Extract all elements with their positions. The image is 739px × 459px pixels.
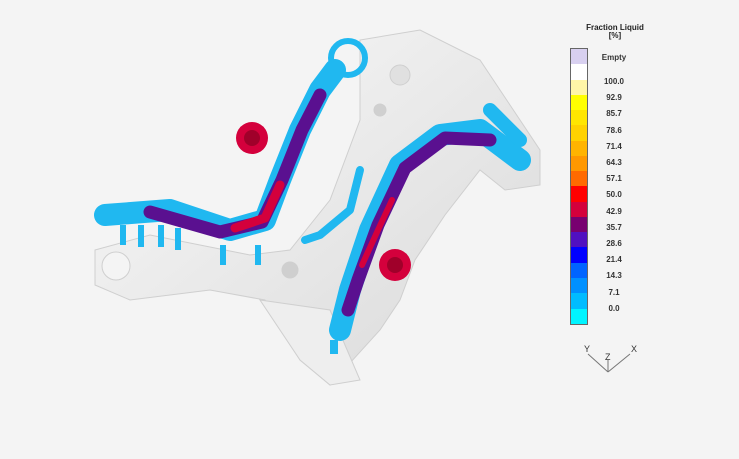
legend-label: 64.3: [606, 158, 622, 167]
top-ring: [328, 38, 368, 78]
axis-triad: Y Z X: [578, 340, 648, 380]
right-runner-hot: [359, 197, 395, 268]
casting-part: [94, 29, 541, 386]
legend-label: 35.7: [606, 222, 622, 232]
z-axis-label: Z: [605, 352, 611, 362]
legend-label: 85.7: [606, 109, 622, 119]
casting-model: [94, 29, 541, 386]
legend-band: [571, 232, 587, 248]
legend-label: 7.1: [608, 287, 620, 297]
legend-band: [571, 262, 587, 278]
legend-band: [571, 201, 587, 217]
legend-band: [571, 125, 587, 141]
legend-band: [571, 216, 587, 233]
legend-band: [571, 277, 587, 294]
legend-band: [571, 308, 587, 324]
legend-band: [571, 49, 587, 65]
legend-band: [571, 247, 587, 263]
legend-band: [571, 186, 587, 202]
legend-label: 92.9: [606, 93, 622, 103]
y-axis-line: [587, 353, 609, 373]
x-axis-line: [607, 353, 631, 373]
legend-band: [571, 94, 587, 111]
legend-band: [571, 155, 587, 172]
fraction-liquid-legend: Fraction Liquid [%] Empty 100.0 92.9 85.7 78.…: [560, 20, 660, 330]
legend-title: Fraction Liquid [%]: [586, 23, 644, 40]
left-runner-hot: [230, 180, 285, 233]
legend-band: [571, 171, 587, 187]
legend-band: [571, 293, 587, 309]
legend-band: [571, 64, 587, 80]
legend-label: 50.0: [606, 190, 622, 200]
legend-label: 28.6: [606, 239, 622, 248]
legend-label: 21.4: [606, 255, 622, 265]
legend-colorbar: [570, 48, 588, 325]
legend-band: [571, 140, 587, 156]
right-runner-mid: [341, 131, 497, 317]
legend-band: [571, 79, 587, 95]
legend-unit: [%]: [608, 31, 622, 40]
legend-band: [571, 110, 587, 126]
3d-model-viewport[interactable]: [0, 0, 560, 454]
legend-label: 57.1: [606, 174, 622, 184]
legend-label: 71.4: [606, 141, 622, 151]
legend-label: 100.0: [603, 77, 625, 86]
legend-label: 42.9: [606, 206, 622, 216]
legend-label: 14.3: [606, 271, 622, 281]
y-axis-label: Y: [584, 344, 590, 354]
x-axis-label: X: [631, 344, 637, 354]
legend-label: 0.0: [608, 303, 620, 313]
legend-label: 78.6: [606, 125, 622, 135]
legend-label: Empty: [601, 53, 627, 62]
